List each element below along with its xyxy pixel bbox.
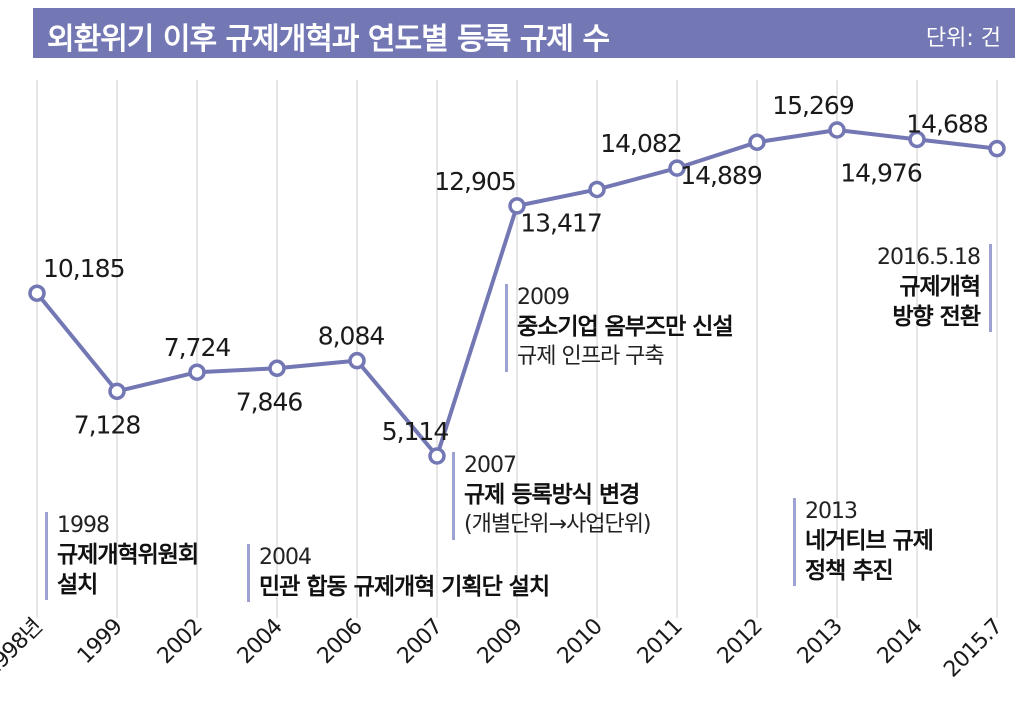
annotation-2013: 2013 네거티브 규제 정책 추진	[793, 498, 934, 586]
data-point	[988, 139, 1006, 158]
x-tick-label: 2015.7	[939, 615, 1007, 683]
annotation-text: 규제개혁위원회	[57, 542, 199, 568]
x-tick-label: 2009	[473, 615, 527, 669]
unit-label: 단위: 건	[925, 26, 1001, 51]
data-label: 7,128	[74, 410, 141, 439]
x-axis-labels: 1998년 1999 2002 2004 2006 2007 2009 2010 2011 201…	[0, 615, 1007, 683]
annotation-text: 정책 추진	[805, 558, 894, 584]
data-label: 13,417	[520, 208, 601, 237]
x-tick-label: 2002	[153, 615, 207, 669]
data-label: 10,185	[43, 254, 124, 283]
data-label: 14,889	[680, 161, 762, 190]
annotation-year: 2016.5.18	[877, 245, 981, 270]
annotation-year: 2007	[464, 453, 517, 478]
data-label: 7,724	[164, 333, 231, 362]
x-tick-label: 2004	[233, 615, 287, 669]
annotation-year: 1998	[57, 513, 110, 538]
title-bar: 외환위기 이후 규제개혁과 연도별 등록 규제 수 단위: 건	[33, 8, 1015, 58]
annotation-year: 2004	[259, 545, 312, 570]
data-label: 14,688	[906, 110, 988, 139]
annotation-text: 규제 등록방식 변경	[464, 482, 640, 508]
data-point	[508, 197, 526, 215]
x-tick-label: 1999	[73, 615, 127, 669]
annotation-text: (개별단위→사업단위)	[464, 512, 652, 537]
data-point	[908, 130, 926, 149]
x-tick-label: 2007	[393, 615, 447, 669]
data-label: 5,114	[382, 417, 449, 446]
annotation-year: 2013	[805, 499, 858, 524]
data-points	[28, 121, 1006, 465]
data-label: 14,976	[840, 158, 922, 187]
data-point	[348, 351, 366, 370]
data-label: 15,269	[772, 91, 854, 120]
data-point	[588, 180, 606, 199]
data-point	[108, 382, 126, 401]
annotation-2007: 2007 규제 등록방식 변경 (개별단위→사업단위)	[452, 452, 652, 540]
data-point	[668, 159, 686, 177]
data-label: 8,084	[318, 322, 385, 351]
annotation-text: 설치	[57, 572, 98, 598]
annotation-1998: 1998 규제개혁위원회 설치	[45, 512, 199, 600]
x-tick-label: 2006	[313, 615, 367, 669]
data-label: 14,082	[600, 129, 681, 158]
x-tick-label: 2014	[873, 615, 927, 669]
annotation-text: 규제 인프라 구축	[517, 344, 665, 369]
annotation-year: 2009	[517, 285, 570, 310]
chart-title: 외환위기 이후 규제개혁과 연도별 등록 규제 수	[47, 22, 610, 57]
annotation-2004: 2004 민관 합동 규제개혁 기획단 설치	[247, 544, 550, 602]
x-tick-label: 2011	[633, 615, 687, 669]
x-tick-label: 1998년	[0, 615, 47, 683]
data-point	[748, 133, 766, 151]
grid-lines	[36, 80, 998, 618]
annotation-2009: 2009 중소기업 옴부즈만 신설 규제 인프라 구축	[505, 284, 734, 372]
x-tick-label: 2013	[793, 615, 847, 669]
annotation-text: 방향 전환	[892, 304, 981, 330]
data-point	[828, 121, 846, 139]
data-point	[188, 363, 206, 381]
data-label: 7,846	[236, 387, 303, 416]
annotation-2016: 2016.5.18 규제개혁 방향 전환	[877, 244, 992, 332]
data-point	[268, 359, 286, 378]
annotation-text: 민관 합동 규제개혁 기획단 설치	[259, 574, 550, 600]
x-tick-label: 2012	[713, 615, 767, 669]
x-tick-label: 2010	[553, 615, 607, 669]
data-point	[428, 447, 446, 465]
data-point	[28, 284, 46, 302]
annotation-text: 중소기업 옴부즈만 신설	[517, 314, 734, 340]
annotation-text: 네거티브 규제	[805, 528, 934, 554]
annotation-text: 규제개혁	[899, 274, 981, 300]
data-label: 12,905	[434, 167, 515, 196]
